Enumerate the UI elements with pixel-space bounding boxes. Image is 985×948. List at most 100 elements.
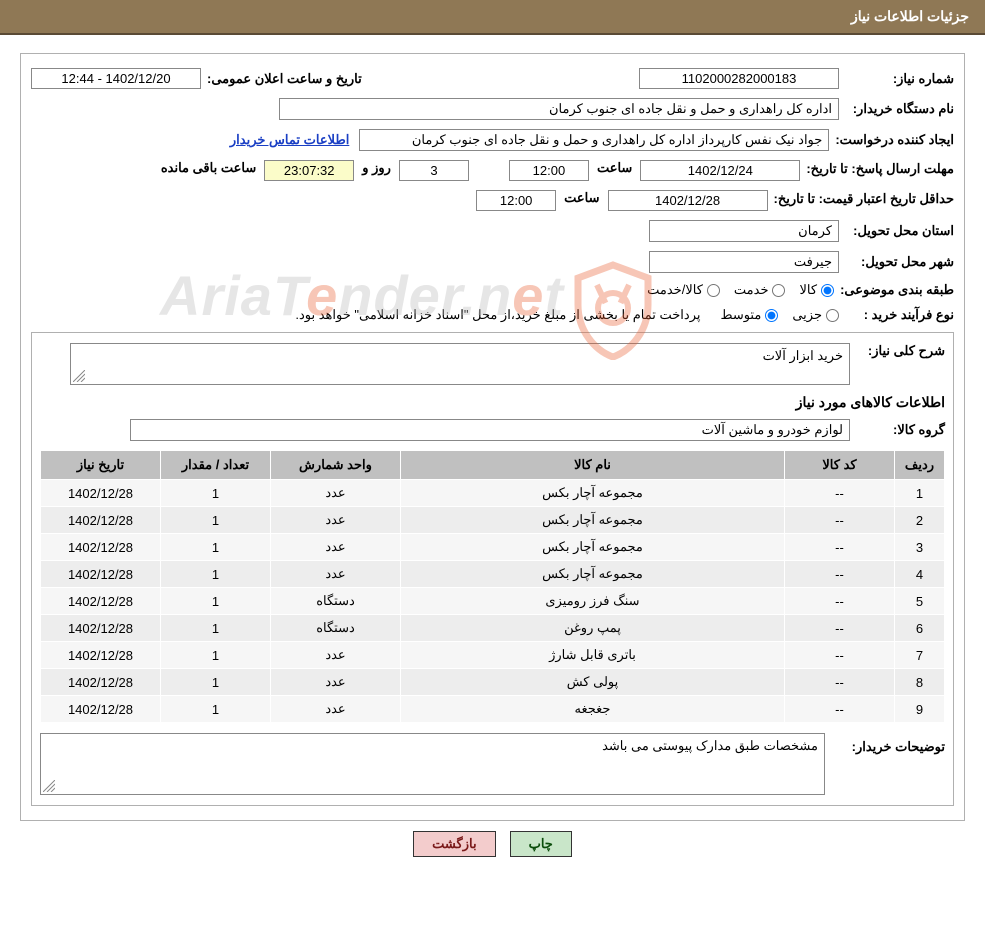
table-cell: عدد <box>271 669 401 696</box>
label-buyer-org: نام دستگاه خریدار: <box>839 101 954 117</box>
table-cell: 1402/12/28 <box>41 480 161 507</box>
table-cell: 1402/12/28 <box>41 642 161 669</box>
radio-service-input[interactable] <box>772 284 785 297</box>
table-cell: عدد <box>271 696 401 723</box>
radio-minor-input[interactable] <box>826 309 839 322</box>
buyer-desc-text: مشخصات طبق مدارک پیوستی می باشد <box>602 738 818 753</box>
need-desc-text: خرید ابزار آلات <box>763 348 843 363</box>
table-row: 3--مجموعه آچار بکسعدد11402/12/28 <box>41 534 945 561</box>
table-cell: -- <box>785 534 895 561</box>
resize-handle-icon <box>73 370 85 382</box>
row-process: نوع فرآیند خرید : جزیی متوسط پرداخت تمام… <box>31 307 954 323</box>
label-countdown-suffix: ساعت باقی مانده <box>161 160 256 176</box>
table-cell: 3 <box>895 534 945 561</box>
row-province: استان محل تحویل: کرمان <box>31 220 954 242</box>
table-cell: -- <box>785 507 895 534</box>
field-validity-date: 1402/12/28 <box>608 190 768 211</box>
table-cell: پولی کش <box>401 669 785 696</box>
table-row: 5--سنگ فرز رومیزیدستگاه11402/12/28 <box>41 588 945 615</box>
label-process: نوع فرآیند خرید : <box>839 307 954 323</box>
field-province: کرمان <box>649 220 839 242</box>
table-cell: 1402/12/28 <box>41 561 161 588</box>
row-need-number: شماره نیاز: 1102000282000183 تاریخ و ساع… <box>31 68 954 89</box>
label-group: گروه کالا: <box>850 422 945 438</box>
table-cell: 9 <box>895 696 945 723</box>
table-cell: -- <box>785 615 895 642</box>
table-cell: 6 <box>895 615 945 642</box>
label-province: استان محل تحویل: <box>839 223 954 239</box>
row-need-desc: شرح کلی نیاز: خرید ابزار آلات <box>40 343 945 385</box>
resize-handle-icon <box>43 780 55 792</box>
need-desc-box: خرید ابزار آلات <box>70 343 850 385</box>
table-cell: 1402/12/28 <box>41 588 161 615</box>
row-buyer-org: نام دستگاه خریدار: اداره کل راهداری و حم… <box>31 98 954 120</box>
table-cell: 1402/12/28 <box>41 696 161 723</box>
field-buyer-org: اداره کل راهداری و حمل و نقل جاده ای جنو… <box>279 98 839 120</box>
label-buyer-desc: توضیحات خریدار: <box>825 733 945 755</box>
print-button[interactable]: چاپ <box>510 831 572 857</box>
table-cell: دستگاه <box>271 588 401 615</box>
radio-goods-service[interactable]: کالا/خدمت <box>647 282 720 298</box>
field-days: 3 <box>399 160 469 181</box>
table-cell: 2 <box>895 507 945 534</box>
radio-goods[interactable]: کالا <box>799 282 834 298</box>
radio-goods-input[interactable] <box>821 284 834 297</box>
table-row: 4--مجموعه آچار بکسعدد11402/12/28 <box>41 561 945 588</box>
radio-medium-input[interactable] <box>765 309 778 322</box>
table-cell: 4 <box>895 561 945 588</box>
label-announce: تاریخ و ساعت اعلان عمومی: <box>201 71 362 87</box>
table-cell: -- <box>785 642 895 669</box>
table-row: 1--مجموعه آچار بکسعدد11402/12/28 <box>41 480 945 507</box>
table-row: 2--مجموعه آچار بکسعدد11402/12/28 <box>41 507 945 534</box>
link-buyer-contact[interactable]: اطلاعات تماس خریدار <box>230 132 349 148</box>
radio-service[interactable]: خدمت <box>734 282 786 298</box>
field-requester: جواد نیک نفس کارپرداز اداره کل راهداری و… <box>359 129 829 151</box>
table-header-row: ردیف کد کالا نام کالا واحد شمارش تعداد /… <box>41 451 945 480</box>
main-container: شماره نیاز: 1102000282000183 تاریخ و ساع… <box>20 53 965 821</box>
table-cell: 1 <box>161 588 271 615</box>
table-cell: مجموعه آچار بکس <box>401 534 785 561</box>
table-cell: 1 <box>161 507 271 534</box>
table-cell: مجموعه آچار بکس <box>401 480 785 507</box>
table-cell: -- <box>785 561 895 588</box>
table-row: 8--پولی کشعدد11402/12/28 <box>41 669 945 696</box>
buyer-desc-box: مشخصات طبق مدارک پیوستی می باشد <box>40 733 825 795</box>
table-cell: -- <box>785 696 895 723</box>
row-city: شهر محل تحویل: جیرفت <box>31 251 954 273</box>
field-countdown: 23:07:32 <box>264 160 354 181</box>
bottom-buttons: چاپ بازگشت <box>0 831 985 857</box>
table-cell: 1 <box>161 615 271 642</box>
field-response-date: 1402/12/24 <box>640 160 800 181</box>
field-city: جیرفت <box>649 251 839 273</box>
label-need-number: شماره نیاز: <box>839 71 954 87</box>
header-title: جزئیات اطلاعات نیاز <box>851 8 969 24</box>
table-cell: 1 <box>161 480 271 507</box>
table-cell: 8 <box>895 669 945 696</box>
field-response-time: 12:00 <box>509 160 589 181</box>
radio-medium[interactable]: متوسط <box>720 307 778 323</box>
table-cell: 1 <box>161 534 271 561</box>
table-cell: 1 <box>895 480 945 507</box>
label-need-desc: شرح کلی نیاز: <box>850 343 945 359</box>
radio-minor[interactable]: جزیی <box>792 307 839 323</box>
table-cell: -- <box>785 588 895 615</box>
table-row: 9--جغجغهعدد11402/12/28 <box>41 696 945 723</box>
table-cell: 5 <box>895 588 945 615</box>
table-cell: 1 <box>161 561 271 588</box>
radio-goods-service-input[interactable] <box>707 284 720 297</box>
table-cell: جغجغه <box>401 696 785 723</box>
label-classification: طبقه بندی موضوعی: <box>834 282 954 298</box>
row-classification: طبقه بندی موضوعی: کالا خدمت کالا/خدمت <box>31 282 954 298</box>
row-group: گروه کالا: لوازم خودرو و ماشین آلات <box>40 419 945 441</box>
process-note: پرداخت تمام یا بخشی از مبلغ خرید،از محل … <box>295 307 700 323</box>
label-hour-2: ساعت <box>564 190 599 206</box>
table-cell: -- <box>785 669 895 696</box>
table-cell: 1402/12/28 <box>41 669 161 696</box>
table-cell: -- <box>785 480 895 507</box>
th-row: ردیف <box>895 451 945 480</box>
label-price-validity: حداقل تاریخ اعتبار قیمت: تا تاریخ: <box>768 190 954 208</box>
table-row: 7--باتری قابل شارژعدد11402/12/28 <box>41 642 945 669</box>
table-row: 6--پمپ روغندستگاه11402/12/28 <box>41 615 945 642</box>
th-unit: واحد شمارش <box>271 451 401 480</box>
back-button[interactable]: بازگشت <box>413 831 495 857</box>
